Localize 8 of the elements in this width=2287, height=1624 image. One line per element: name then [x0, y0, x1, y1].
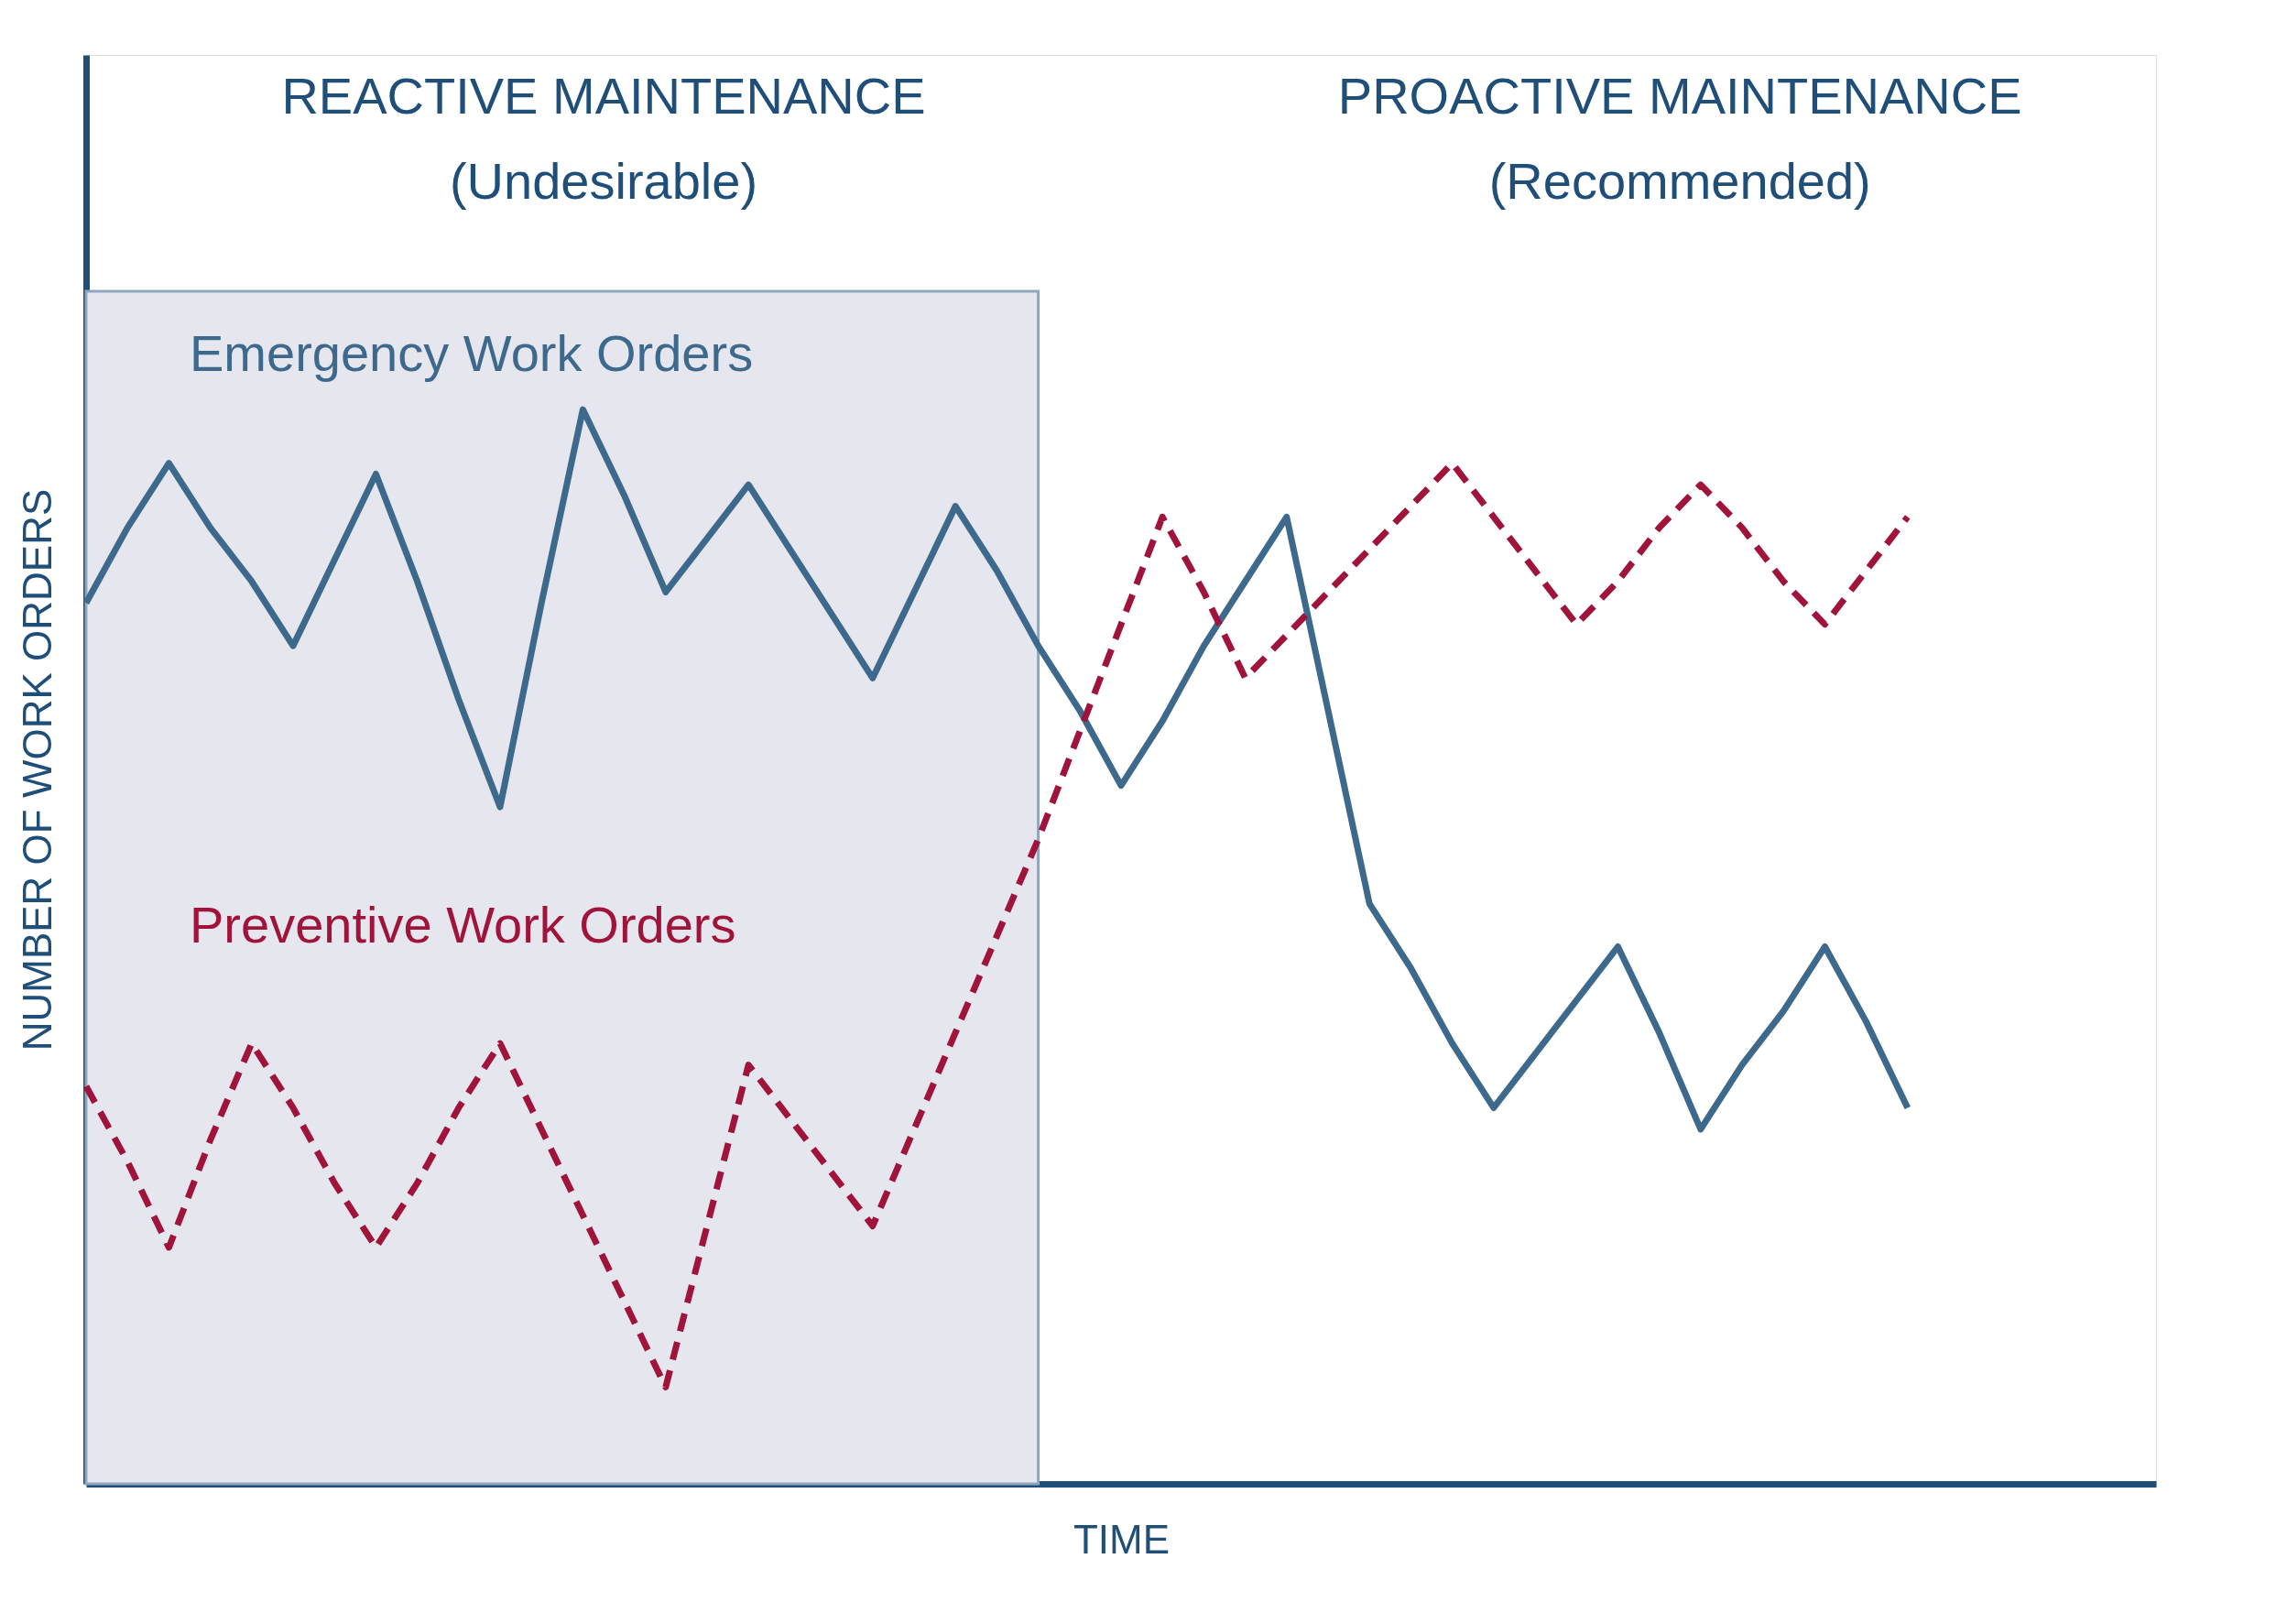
- text: PROACTIVE MAINTENANCE: [1337, 66, 2022, 125]
- series-label: Emergency Work Orders: [190, 323, 754, 382]
- x-axis-title: TIME: [1073, 1516, 1171, 1562]
- y-axis-title: NUMBER OF WORK ORDERS: [14, 488, 60, 1052]
- text: (Undesirable): [449, 152, 758, 211]
- text: Preventive Work Orders: [190, 895, 736, 954]
- text: (Recommended): [1488, 152, 1871, 211]
- text: REACTIVE MAINTENANCE: [281, 66, 926, 125]
